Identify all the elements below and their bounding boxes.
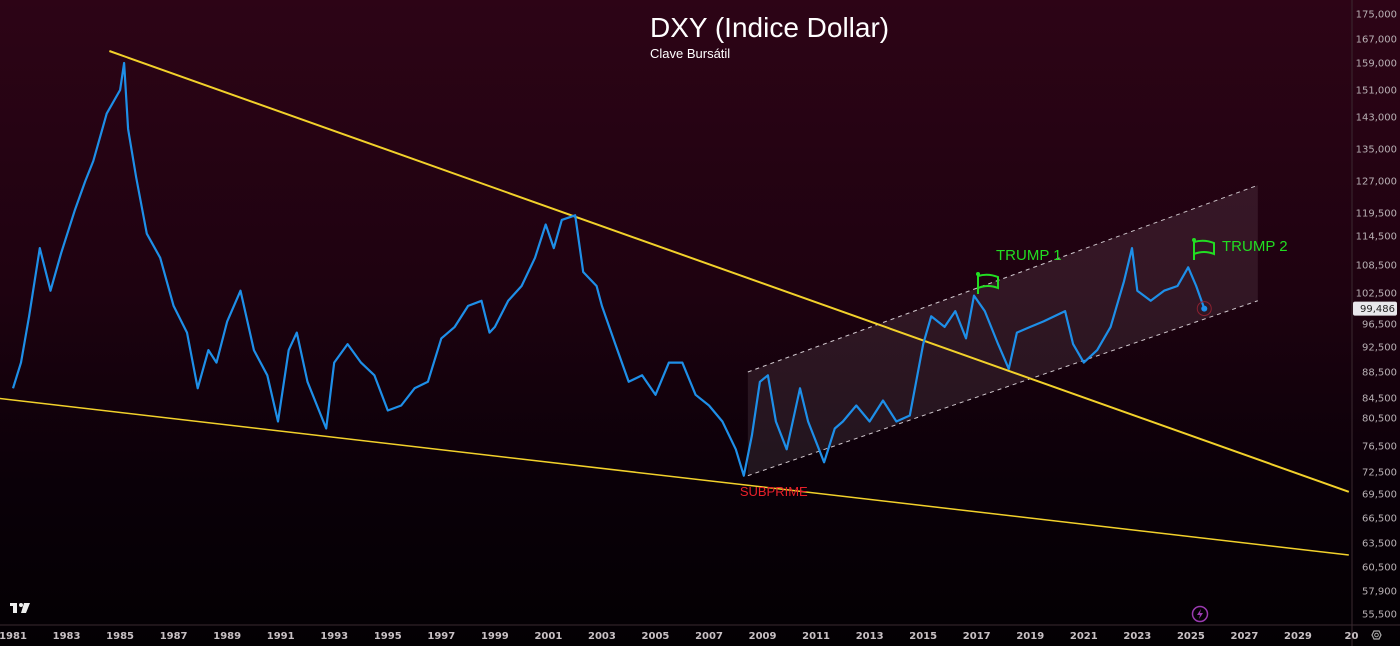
x-tick-label: 1997 — [427, 631, 455, 642]
x-tick-label: 1999 — [481, 631, 509, 642]
last-point-ring — [1196, 301, 1212, 317]
x-tick-label: 1987 — [160, 631, 188, 642]
y-tick-label: 80,500 — [1362, 414, 1397, 425]
y-tick-label: 69,500 — [1362, 490, 1397, 501]
y-tick-label: 102,500 — [1356, 289, 1397, 300]
y-tick-label: 108,500 — [1356, 261, 1397, 272]
x-tick-label: 2005 — [642, 631, 670, 642]
y-tick-label: 175,000 — [1356, 10, 1397, 21]
y-axis[interactable]: 175,000 167,000 159,000 151,000 143,000 135,0… — [1353, 10, 1397, 621]
y-tick-label: 167,000 — [1356, 35, 1397, 46]
x-tick-label: 1995 — [374, 631, 402, 642]
y-tick-label: 119,500 — [1356, 209, 1397, 220]
x-tick-label: 1991 — [267, 631, 295, 642]
y-tick-label: 66,500 — [1362, 514, 1397, 525]
annotation-subprime: SUBPRIME — [740, 484, 808, 499]
last-price-badge — [1353, 301, 1397, 316]
y-tick-label: 60,500 — [1362, 563, 1397, 574]
x-tick-label: 2003 — [588, 631, 616, 642]
plot-area: SUBPRIME TRUMP 1 TRUMP 2 — [0, 50, 1350, 556]
x-tick-label: 2025 — [1177, 631, 1205, 642]
y-tick-label: 72,500 — [1362, 468, 1397, 479]
x-tick-label: 20 — [1345, 631, 1359, 642]
y-tick-label: 96,500 — [1362, 320, 1397, 331]
x-tick-label: 2013 — [856, 631, 884, 642]
x-tick-label: 2009 — [749, 631, 777, 642]
y-tick-label: 92,500 — [1362, 343, 1397, 354]
y-tick-label: 159,000 — [1356, 59, 1397, 70]
chart-subtitle: Clave Bursátil — [650, 46, 731, 61]
channel-lower-line — [747, 300, 1258, 477]
x-tick-label: 2011 — [802, 631, 830, 642]
x-tick-label: 1983 — [53, 631, 81, 642]
x-tick-label: 2017 — [963, 631, 991, 642]
chart-title: DXY (Indice Dollar) — [650, 12, 890, 43]
annotation-trump-2: TRUMP 2 — [1222, 238, 1288, 255]
x-axis[interactable]: 1981 1983 1985 1987 1989 1991 1993 1995 1997 1999… — [0, 631, 1358, 642]
x-tick-label: 2019 — [1016, 631, 1044, 642]
series-line-dxy — [11, 61, 1206, 477]
x-tick-label: 2023 — [1123, 631, 1151, 642]
x-tick-label: 2001 — [534, 631, 562, 642]
x-tick-label: 2015 — [909, 631, 937, 642]
x-tick-label: 1981 — [0, 631, 27, 642]
y-tick-label: 143,000 — [1356, 113, 1397, 124]
trendline-upper-resistance — [109, 50, 1350, 493]
x-tick-label: 1993 — [320, 631, 348, 642]
flag-cloth — [977, 273, 999, 290]
y-tick-label: 114,500 — [1356, 232, 1397, 243]
y-tick-label: 151,000 — [1356, 86, 1397, 97]
y-tick-label: 57,900 — [1362, 587, 1397, 598]
y-tick-label: 135,000 — [1356, 145, 1397, 156]
channel-upper-line — [747, 184, 1258, 373]
x-tick-label: 1989 — [213, 631, 241, 642]
x-tick-label: 1985 — [106, 631, 134, 642]
lightning-icon[interactable] — [1191, 605, 1209, 623]
annotation-trump-1: TRUMP 1 — [996, 247, 1062, 264]
x-tick-label: 2029 — [1284, 631, 1312, 642]
y-tick-label: 88,500 — [1362, 368, 1397, 379]
trendline-lower-support — [0, 397, 1349, 556]
last-point-marker — [1201, 305, 1208, 312]
flag-cloth — [1193, 239, 1215, 256]
flag-icon-trump-1 — [976, 272, 999, 294]
settings-icon[interactable] — [1371, 630, 1382, 640]
y-tick-label: 76,500 — [1362, 442, 1397, 453]
x-tick-label: 2007 — [695, 631, 723, 642]
x-tick-label: 2021 — [1070, 631, 1098, 642]
y-tick-label: 63,500 — [1362, 539, 1397, 550]
y-tick-label: 55,500 — [1362, 610, 1397, 621]
flag-icon-trump-2 — [1192, 238, 1215, 260]
y-tick-label: 127,000 — [1356, 177, 1397, 188]
x-tick-label: 2027 — [1230, 631, 1258, 642]
tradingview-logo — [10, 603, 30, 613]
y-tick-label: 84,500 — [1362, 394, 1397, 405]
last-price-label: 99,486 — [1360, 304, 1395, 315]
